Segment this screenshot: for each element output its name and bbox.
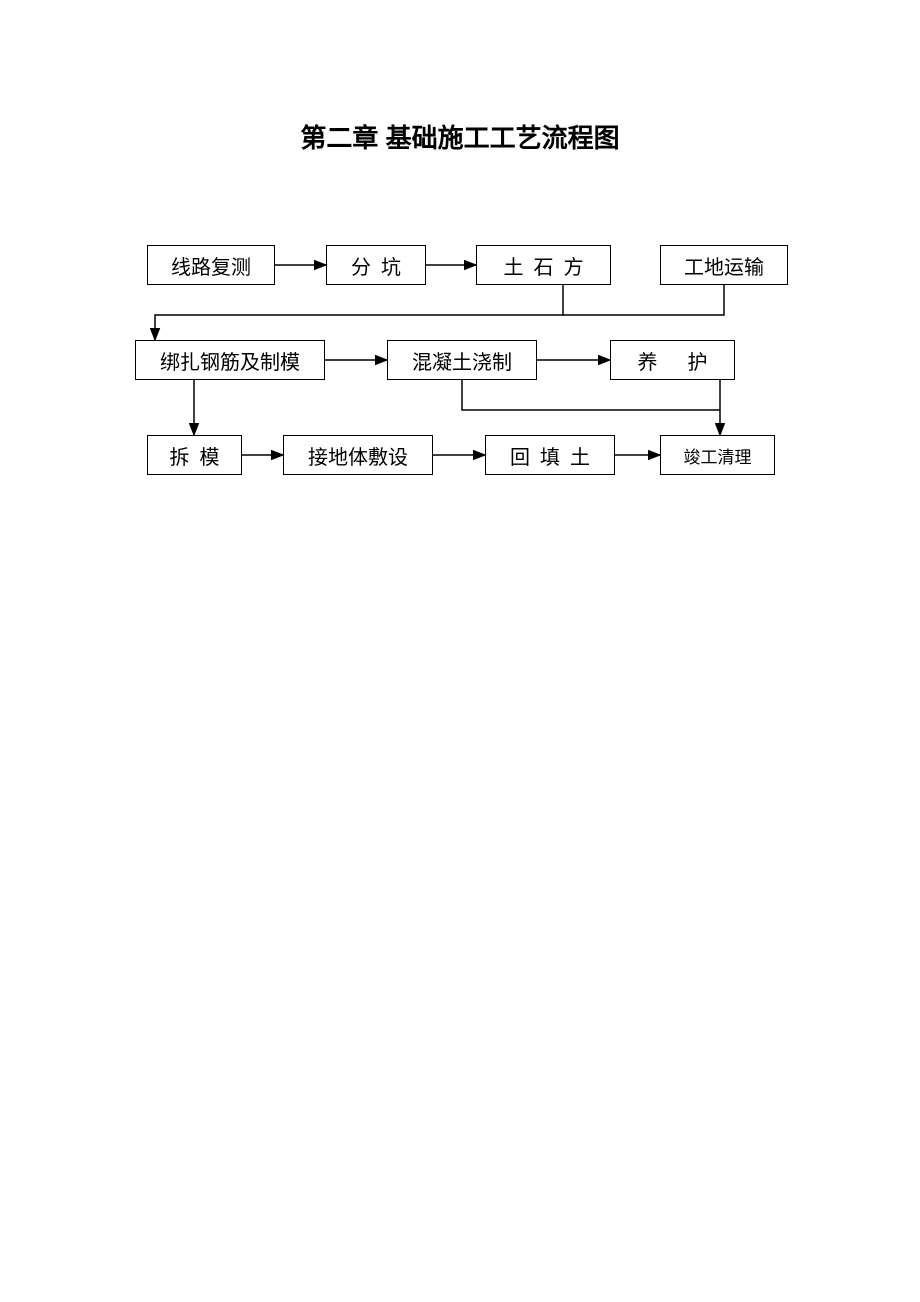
edge — [563, 285, 724, 315]
edges-layer — [0, 0, 920, 1302]
node-backfill: 回 填 土 — [485, 435, 615, 475]
node-cleanup: 竣工清理 — [660, 435, 775, 475]
node-earthwork: 土 石 方 — [476, 245, 611, 285]
edge — [462, 380, 720, 410]
page: 第二章 基础施工工艺流程图 线路复测 分 坑 土 石 方 工地运输 绑扎钢筋及制… — [0, 0, 920, 1302]
node-site-transport: 工地运输 — [660, 245, 788, 285]
node-concrete-pour: 混凝土浇制 — [387, 340, 537, 380]
node-grounding: 接地体敷设 — [283, 435, 433, 475]
node-curing: 养 护 — [610, 340, 735, 380]
node-line-resurvey: 线路复测 — [147, 245, 275, 285]
edge — [155, 285, 563, 340]
node-pit-marking: 分 坑 — [326, 245, 426, 285]
node-rebar-formwork: 绑扎钢筋及制模 — [135, 340, 325, 380]
page-title: 第二章 基础施工工艺流程图 — [0, 118, 920, 155]
node-strip-form: 拆 模 — [147, 435, 242, 475]
